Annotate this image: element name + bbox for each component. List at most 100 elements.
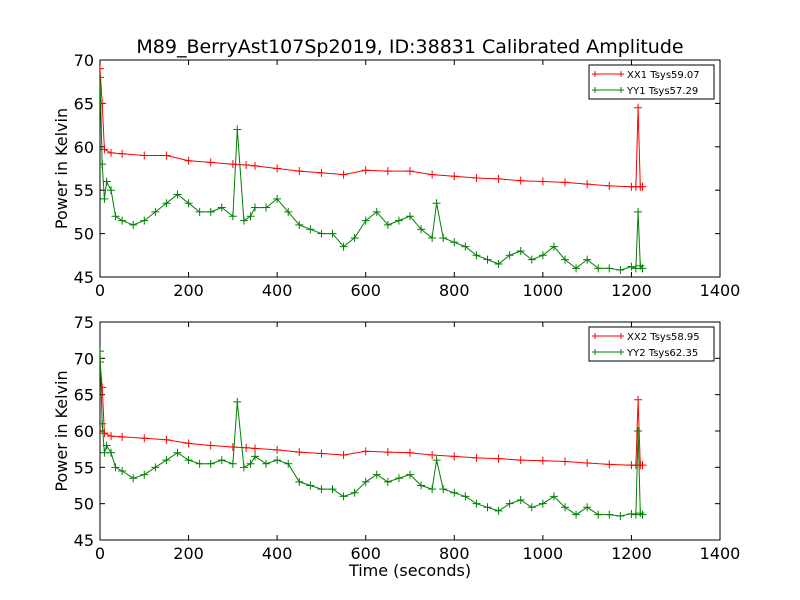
data-point (406, 448, 414, 457)
data-point (100, 383, 107, 392)
data-point (228, 459, 237, 468)
data-point (206, 459, 215, 468)
data-point (538, 499, 547, 508)
data-point (339, 170, 348, 179)
data-point (233, 125, 242, 134)
data-point (634, 427, 643, 435)
data-point (100, 99, 107, 108)
legend-label: YY2 Tsys62.35 (626, 348, 698, 359)
data-point (350, 488, 359, 497)
data-point (339, 242, 348, 251)
x-tick-label: 1200 (611, 544, 652, 563)
legend-label: XX1 Tsys59.07 (627, 70, 700, 81)
data-point (100, 419, 107, 428)
top-panel: 0 200 400 600 800 1000 1200 1400 45 50 55 60 65 70 Pow… (52, 51, 740, 300)
data-point (638, 461, 647, 470)
data-point (262, 203, 271, 212)
data-point (383, 220, 392, 229)
data-point (561, 255, 569, 264)
data-point (516, 246, 525, 255)
data-point (461, 492, 470, 501)
data-point (284, 207, 293, 216)
data-point (151, 207, 160, 216)
y-tick-label: 75 (74, 313, 94, 332)
data-point (634, 207, 643, 216)
data-point (450, 452, 459, 461)
data-point (616, 512, 625, 521)
data-point (129, 220, 138, 229)
data-point (450, 238, 459, 247)
data-point (428, 485, 437, 494)
series-1 (100, 73, 647, 275)
data-point (549, 242, 558, 251)
data-point (472, 251, 481, 260)
y-tick-label: 45 (74, 531, 94, 550)
x-axis-label: Time (seconds) (348, 561, 471, 580)
data-point (140, 434, 149, 443)
data-point (118, 216, 127, 225)
legend-label: YY1 Tsys57.29 (626, 86, 698, 97)
legend-marker (592, 87, 598, 93)
legend: XX1 Tsys59.07 YY1 Tsys57.29 (588, 64, 715, 100)
data-point (206, 158, 215, 167)
data-point (317, 229, 326, 238)
data-point (461, 242, 470, 251)
x-tick-label: 1000 (522, 544, 563, 563)
data-point (184, 439, 193, 448)
x-tick-label: 400 (262, 281, 293, 300)
legend-marker (592, 333, 598, 339)
data-point (627, 509, 636, 518)
data-point (162, 199, 171, 208)
data-point (583, 458, 592, 467)
data-point (100, 160, 107, 169)
data-point (102, 177, 111, 186)
data-point (246, 212, 255, 221)
data-point (100, 194, 109, 203)
data-point (439, 485, 448, 494)
data-point (634, 395, 643, 404)
data-point (505, 251, 514, 260)
data-point (111, 212, 120, 221)
data-point (246, 459, 255, 468)
data-point (638, 264, 647, 273)
data-point (140, 216, 149, 225)
data-point (273, 194, 282, 203)
y-tick-label: 65 (74, 94, 94, 113)
data-point (350, 233, 359, 242)
data-point (184, 156, 193, 165)
x-tick-label: 200 (173, 281, 204, 300)
data-point (472, 499, 481, 508)
figure-title: M89_BerryAst107Sp2019, ID:38831 Calibrat… (136, 36, 683, 58)
data-point (339, 450, 348, 459)
data-point (561, 457, 569, 466)
data-point (605, 510, 614, 519)
data-point (100, 64, 104, 73)
data-point (594, 510, 603, 519)
bottom-panel: 0 200 400 600 800 1000 1200 1400 45 50 55 60 65 70 75 P… (52, 313, 740, 563)
data-point (173, 448, 182, 457)
x-tick-label: 600 (350, 281, 381, 300)
data-point (273, 164, 282, 173)
data-point (516, 496, 525, 505)
data-point (432, 199, 441, 208)
data-point (100, 347, 104, 356)
y-tick-label: 65 (74, 386, 94, 405)
data-point (262, 459, 271, 468)
data-point (406, 167, 414, 176)
data-point (583, 503, 592, 512)
data-point (328, 229, 337, 238)
data-point (572, 510, 581, 519)
y-tick-label: 55 (74, 181, 94, 200)
data-point (162, 435, 171, 444)
data-point (102, 441, 111, 450)
data-point (494, 454, 503, 463)
data-point (516, 456, 525, 465)
data-point (173, 190, 182, 199)
data-point (206, 207, 215, 216)
data-point (583, 180, 592, 189)
data-point (638, 182, 647, 191)
data-point (634, 103, 643, 112)
data-point (295, 220, 304, 229)
data-point (538, 456, 547, 465)
